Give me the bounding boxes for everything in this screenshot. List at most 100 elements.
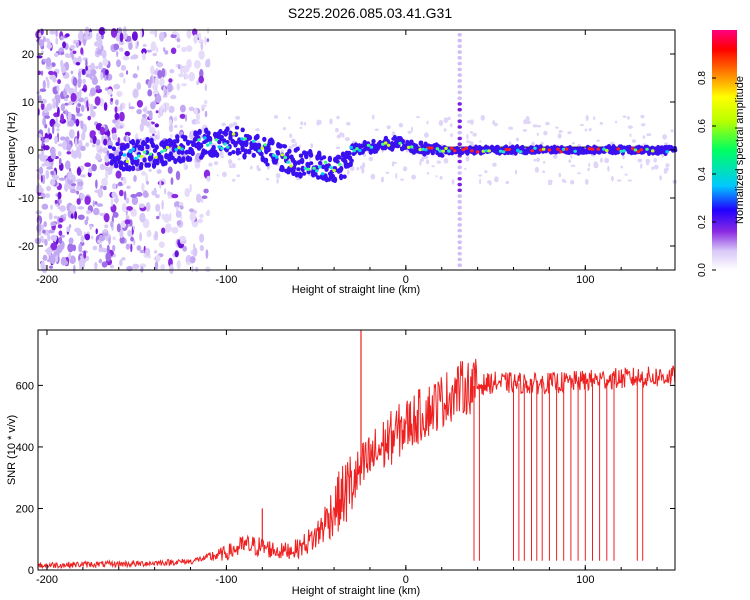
noise-blob [104, 166, 109, 172]
noise-blob [508, 126, 514, 130]
noise-blob [60, 35, 64, 41]
noise-blob [300, 121, 304, 126]
ridge-blob [198, 142, 204, 149]
noise-blob [60, 51, 65, 55]
noise-blob [69, 45, 76, 50]
ridge-peak [427, 146, 431, 150]
noise-blob [76, 198, 81, 205]
noise-blob [145, 202, 151, 212]
noise-blob [356, 167, 360, 171]
ridge-blob [295, 146, 300, 152]
noise-blob [176, 259, 181, 270]
noise-blob [95, 139, 101, 146]
noise-blob [76, 113, 83, 117]
ridge-peak [257, 149, 262, 153]
ridge-blob [371, 138, 376, 144]
noise-blob [182, 245, 188, 252]
ridge-peak [220, 146, 224, 151]
noise-blob [94, 201, 98, 205]
noise-blob [67, 243, 74, 253]
noise-blob [74, 137, 78, 148]
noise-blob [484, 170, 488, 174]
ridge-peak [409, 145, 414, 149]
noise-blob [310, 143, 314, 149]
ridge-blob [280, 165, 285, 173]
ridge-peak [461, 148, 466, 152]
noise-blob [276, 178, 279, 184]
noise-blob [49, 74, 56, 80]
x-tick-label: -100 [215, 574, 237, 586]
noise-blob [604, 157, 609, 164]
noise-blob [162, 94, 168, 98]
ridge-peak [587, 147, 592, 151]
noise-blob [193, 107, 198, 115]
ridge-blob [318, 160, 323, 166]
noise-blob [288, 145, 293, 149]
noise-blob [38, 39, 45, 47]
noise-blob [411, 174, 416, 180]
ridge-blob [321, 164, 326, 170]
noise-blob [85, 65, 88, 71]
ridge-blob [168, 151, 173, 158]
noise-blob [186, 261, 192, 265]
noise-blob [651, 166, 655, 171]
x-tick-label: 0 [403, 574, 409, 586]
noise-blob [146, 229, 152, 238]
ridge-blob [300, 157, 305, 165]
noise-blob [113, 83, 121, 90]
ridge-peak [214, 138, 219, 142]
noise-blob [464, 167, 467, 170]
ridge-peak [650, 149, 655, 153]
noise-blob [119, 236, 125, 244]
noise-blob [69, 224, 72, 229]
noise-blob [124, 219, 131, 225]
ridge-blob [332, 176, 338, 183]
noise-blob [57, 205, 60, 210]
noise-blob [63, 213, 67, 218]
ridge-blob [145, 136, 150, 144]
noise-blob [139, 123, 144, 132]
spike-blob [457, 136, 462, 141]
noise-blob [150, 41, 157, 52]
ridge-blob [173, 158, 178, 165]
spike-blob [457, 50, 462, 54]
x-tick-label: -200 [36, 574, 58, 586]
noise-blob [147, 89, 153, 97]
noise-blob [577, 172, 581, 175]
ridge-peak [450, 146, 454, 150]
noise-blob [164, 188, 167, 195]
noise-blob [106, 244, 110, 255]
ridge-peak [636, 150, 641, 154]
noise-blob [114, 112, 120, 121]
snr-dropouts [473, 377, 644, 561]
ridge-blob [337, 155, 342, 160]
noise-blob [525, 116, 530, 122]
noise-blob [86, 210, 92, 215]
noise-blob [221, 122, 226, 127]
spike-blob [457, 107, 462, 112]
noise-blob [205, 249, 209, 259]
noise-blob [155, 94, 162, 103]
noise-blob [489, 181, 492, 186]
noise-blob [80, 145, 86, 151]
noise-blob [45, 76, 49, 82]
noise-blob [106, 150, 110, 156]
noise-blob [62, 41, 67, 49]
noise-blob [155, 110, 159, 114]
noise-blob [670, 129, 674, 133]
spike-blob [457, 96, 462, 100]
noise-blob [125, 197, 130, 204]
noise-blob [100, 72, 104, 81]
noise-blob [88, 103, 91, 107]
ridge-blob [183, 135, 188, 140]
noise-blob [148, 168, 152, 172]
noise-blob [532, 124, 538, 128]
noise-blob [515, 137, 520, 142]
noise-blob [235, 115, 241, 120]
noise-blob [136, 245, 142, 251]
noise-blob [110, 97, 114, 102]
noise-blob [136, 40, 139, 47]
noise-blob [191, 265, 194, 273]
noise-blob [54, 199, 58, 204]
ridge-blob [392, 134, 397, 141]
